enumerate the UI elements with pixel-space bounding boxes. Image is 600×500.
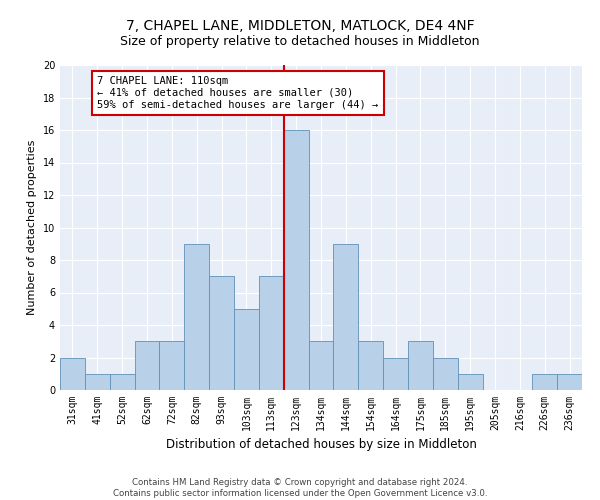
Bar [433,358,458,390]
Bar [284,130,308,390]
Bar [60,358,85,390]
Text: 7, CHAPEL LANE, MIDDLETON, MATLOCK, DE4 4NF: 7, CHAPEL LANE, MIDDLETON, MATLOCK, DE4 … [125,18,475,32]
Bar [408,341,433,390]
Bar [308,341,334,390]
Text: Contains HM Land Registry data © Crown copyright and database right 2024.
Contai: Contains HM Land Registry data © Crown c… [113,478,487,498]
Bar [234,308,259,390]
Bar [557,374,582,390]
Text: Size of property relative to detached houses in Middleton: Size of property relative to detached ho… [120,34,480,48]
Bar [458,374,482,390]
Bar [110,374,134,390]
Bar [85,374,110,390]
Bar [383,358,408,390]
Text: 7 CHAPEL LANE: 110sqm
← 41% of detached houses are smaller (30)
59% of semi-deta: 7 CHAPEL LANE: 110sqm ← 41% of detached … [97,76,379,110]
Bar [259,276,284,390]
Bar [160,341,184,390]
Bar [209,276,234,390]
Bar [358,341,383,390]
Bar [134,341,160,390]
X-axis label: Distribution of detached houses by size in Middleton: Distribution of detached houses by size … [166,438,476,452]
Y-axis label: Number of detached properties: Number of detached properties [27,140,37,315]
Bar [334,244,358,390]
Bar [532,374,557,390]
Bar [184,244,209,390]
